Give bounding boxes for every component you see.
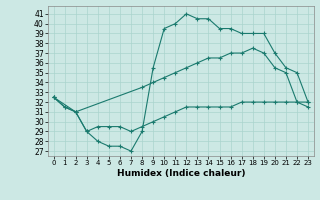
X-axis label: Humidex (Indice chaleur): Humidex (Indice chaleur): [116, 169, 245, 178]
